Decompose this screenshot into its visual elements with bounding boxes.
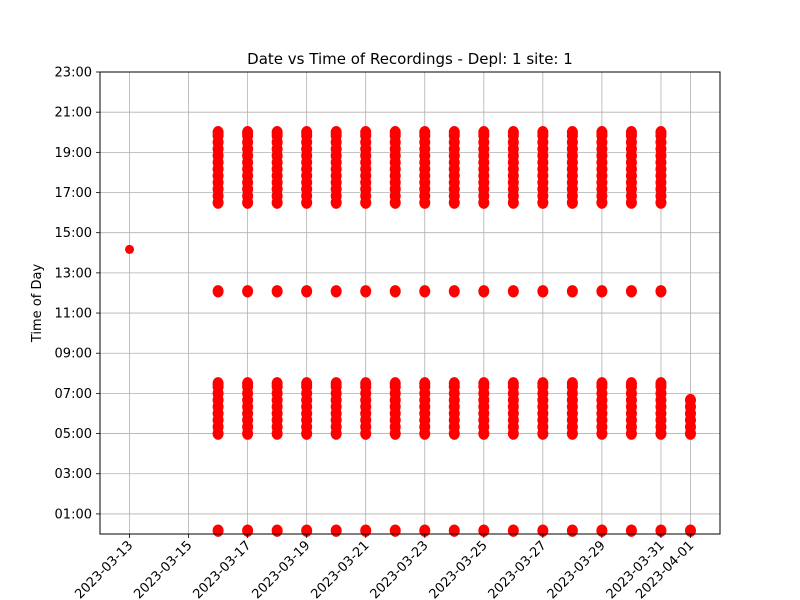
data-point — [419, 285, 431, 298]
data-point — [507, 126, 519, 139]
data-point — [301, 377, 313, 390]
y-tick-label: 23:00 — [55, 66, 92, 81]
data-point — [389, 285, 401, 298]
data-point — [242, 285, 254, 298]
data-point — [537, 126, 549, 139]
data-point — [330, 377, 342, 390]
data-point — [330, 126, 342, 139]
data-point — [625, 126, 637, 139]
data-point — [684, 393, 696, 407]
y-tick-label: 13:00 — [55, 266, 92, 281]
y-tick-label: 21:00 — [55, 106, 92, 121]
data-point — [448, 285, 460, 298]
data-point — [419, 126, 431, 139]
data-point — [242, 377, 254, 390]
y-tick-label: 19:00 — [55, 146, 92, 161]
data-point — [625, 377, 637, 390]
y-tick-label: 11:00 — [55, 307, 92, 322]
data-point — [566, 285, 578, 298]
y-tick-label: 03:00 — [55, 467, 92, 482]
data-point — [389, 377, 401, 390]
data-point — [212, 377, 224, 390]
data-point — [419, 377, 431, 390]
data-point — [125, 244, 135, 254]
data-point — [596, 285, 608, 298]
data-point — [271, 524, 283, 537]
y-tick-label: 05:00 — [55, 427, 92, 442]
y-tick-label: 09:00 — [55, 347, 92, 362]
data-point — [478, 377, 490, 390]
data-point — [389, 126, 401, 139]
data-point — [330, 285, 342, 298]
data-point — [448, 524, 460, 537]
data-point — [566, 377, 578, 390]
data-point — [566, 524, 578, 537]
data-point — [360, 285, 372, 298]
data-point — [301, 126, 313, 139]
data-point — [448, 377, 460, 390]
data-points — [125, 126, 696, 537]
data-point — [655, 285, 667, 298]
data-point — [596, 377, 608, 390]
y-tick-label: 17:00 — [55, 186, 92, 201]
data-point — [271, 377, 283, 390]
data-point — [301, 285, 313, 298]
chart-title: Date vs Time of Recordings - Depl: 1 sit… — [247, 50, 573, 68]
data-point — [507, 377, 519, 390]
data-point — [566, 126, 578, 139]
data-point — [507, 285, 519, 298]
data-point — [389, 524, 401, 537]
data-point — [242, 126, 254, 139]
y-axis-label: Time of Day — [30, 264, 45, 344]
data-point — [360, 126, 372, 139]
data-point — [596, 126, 608, 139]
y-tick-label: 07:00 — [55, 387, 92, 402]
y-tick-label: 01:00 — [55, 507, 92, 522]
data-point — [625, 285, 637, 298]
data-point — [271, 126, 283, 139]
data-point — [448, 126, 460, 139]
data-point — [537, 377, 549, 390]
data-point — [537, 285, 549, 298]
data-point — [655, 126, 667, 139]
data-point — [655, 377, 667, 390]
data-point — [212, 524, 224, 537]
data-point — [360, 377, 372, 390]
data-point — [478, 285, 490, 298]
data-point — [478, 126, 490, 139]
data-point — [507, 524, 519, 537]
data-point — [212, 285, 224, 298]
plot-frame — [99, 71, 721, 535]
data-point — [212, 126, 224, 139]
data-point — [271, 285, 283, 298]
data-point — [625, 524, 637, 537]
data-point — [330, 524, 342, 537]
y-tick-label: 15:00 — [55, 226, 92, 241]
